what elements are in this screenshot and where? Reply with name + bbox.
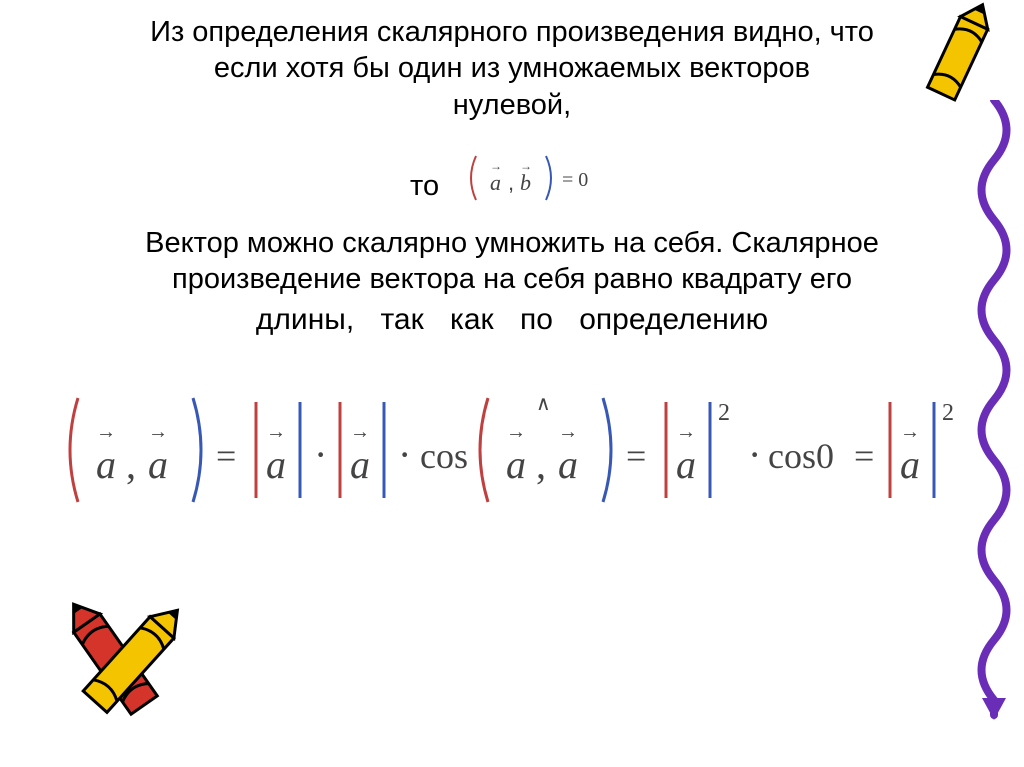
a8: a <box>900 442 920 487</box>
letter-a: a <box>490 170 501 195</box>
squiggle-right-icon <box>964 100 1024 720</box>
word-to: то <box>410 170 439 203</box>
hat: ∧ <box>536 393 551 415</box>
eq3: = <box>854 436 874 476</box>
a7: a <box>676 442 696 487</box>
cos0: cos0 <box>768 436 834 476</box>
arrow3: → <box>266 421 286 443</box>
formula-main: → a , → a = → a · → a · cos ∧ → a , → a … <box>68 390 958 510</box>
arrow5: → <box>506 421 526 443</box>
letter-b: b <box>520 170 531 195</box>
equals-zero: = 0 <box>562 169 588 191</box>
a5: a <box>506 442 526 487</box>
a2: a <box>148 442 168 487</box>
right-paren-icon <box>546 156 551 200</box>
comma: , <box>508 170 514 195</box>
left-paren-icon <box>471 156 476 200</box>
para2-line2: произведение вектора на себя равно квадр… <box>172 263 852 295</box>
lparen1-icon <box>70 398 78 502</box>
arrow6: → <box>558 421 578 443</box>
eq2: = <box>626 436 646 476</box>
paragraph-2: Вектор можно скалярно умножить на себя. … <box>0 225 1024 298</box>
rparen1-icon <box>193 398 201 502</box>
para1-line2: если хотя бы один из умножаемых векторов <box>214 52 810 84</box>
paragraph-1: Из определения скалярного произведения в… <box>0 14 1024 123</box>
dot2: · <box>398 432 411 477</box>
sup2a: 2 <box>718 400 730 426</box>
a4: a <box>350 442 370 487</box>
arrow4: → <box>350 421 370 443</box>
para1-line3: нулевой, <box>453 89 571 121</box>
dot3: · <box>748 432 761 477</box>
para1-line1: Из определения скалярного произведения в… <box>150 16 874 48</box>
cos1: cos <box>420 436 468 476</box>
rparen2-icon <box>603 398 611 502</box>
para2-line1: Вектор можно скалярно умножить на себя. … <box>145 227 879 259</box>
dot1: · <box>314 432 327 477</box>
lparen2-icon <box>480 398 488 502</box>
arrow7: → <box>676 421 696 443</box>
comma1: , <box>126 442 136 487</box>
arrow1: → <box>96 421 116 443</box>
a1: a <box>96 442 116 487</box>
arrow8: → <box>900 421 920 443</box>
sup2b: 2 <box>942 400 954 426</box>
formula-ab-zero: → a , → b = 0 <box>468 152 608 204</box>
a3: a <box>266 442 286 487</box>
crayon-bottom-left-icon <box>40 587 200 747</box>
paragraph-3: длины, так как по определению <box>0 303 1024 337</box>
a6: a <box>558 442 578 487</box>
comma2: , <box>536 442 546 487</box>
eq1: = <box>216 436 236 476</box>
arrow2: → <box>148 421 168 443</box>
